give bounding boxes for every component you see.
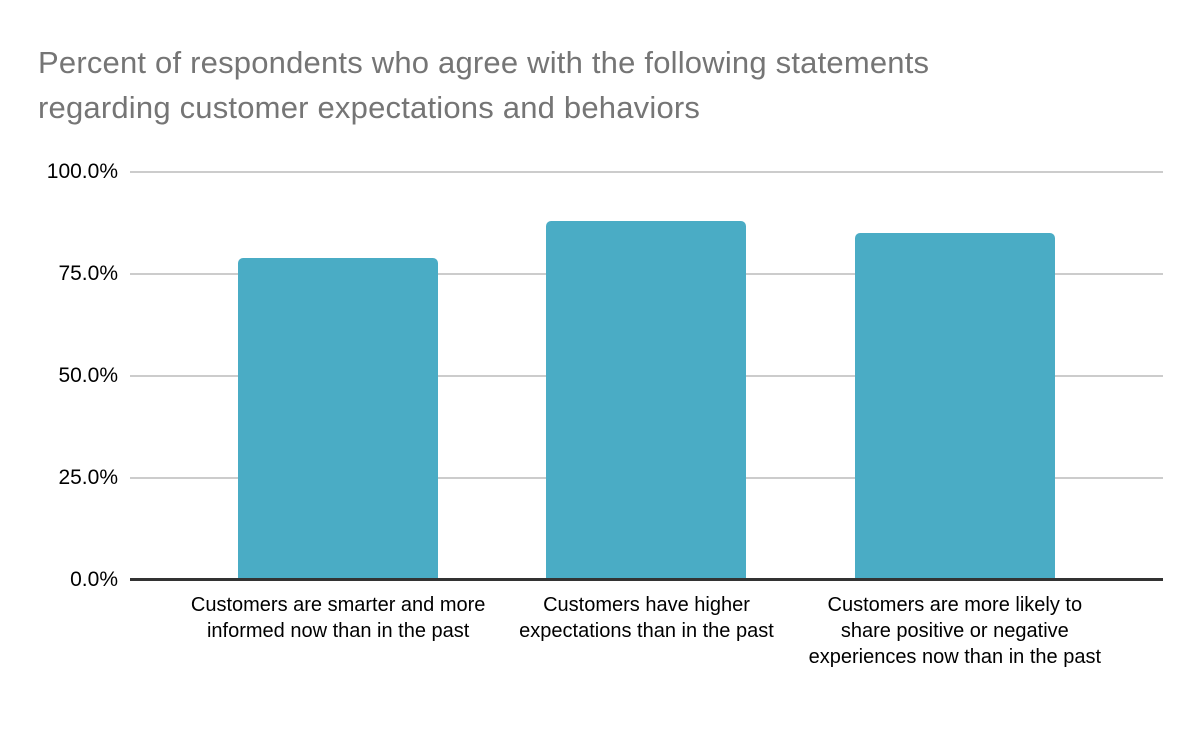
bar-2 (546, 220, 747, 580)
bar-slot-2 (492, 172, 800, 580)
bars-row (130, 172, 1163, 580)
x-category-label-2: Customers have higher expectations than … (519, 594, 774, 642)
y-axis-tick-labels: 0.0% 25.0% 50.0% 75.0% 100.0% (0, 0, 118, 742)
y-tick-label-100.0%: 100.0% (46, 160, 118, 183)
plot-area (130, 171, 1163, 581)
x-label-slot-2: Customers have higher expectations than … (492, 592, 800, 670)
x-axis-category-labels: Customers are smarter and more informed … (130, 592, 1163, 670)
y-tick-label-75.0%: 75.0% (58, 262, 118, 285)
bar-slot-1 (184, 172, 492, 580)
x-axis-line (130, 578, 1163, 581)
x-label-slot-3: Customers are more likely to share posit… (801, 592, 1109, 670)
x-category-label-1: Customers are smarter and more informed … (190, 594, 486, 642)
y-tick-label-25.0%: 25.0% (58, 466, 118, 489)
gridline-100.0% (130, 171, 1163, 173)
bar-1 (238, 257, 439, 580)
y-tick-label-50.0%: 50.0% (58, 364, 118, 387)
bar-3 (854, 233, 1055, 580)
y-tick-label-0.0%: 0.0% (70, 568, 118, 591)
x-label-slot-1: Customers are smarter and more informed … (184, 592, 492, 670)
bar-slot-3 (801, 172, 1109, 580)
chart-title-line-1: Percent of respondents who agree with th… (38, 45, 930, 80)
chart-title: Percent of respondents who agree with th… (38, 40, 929, 130)
x-category-label-3: Customers are more likely to share posit… (808, 594, 1102, 668)
chart-title-line-2: regarding customer expectations and beha… (38, 90, 701, 125)
